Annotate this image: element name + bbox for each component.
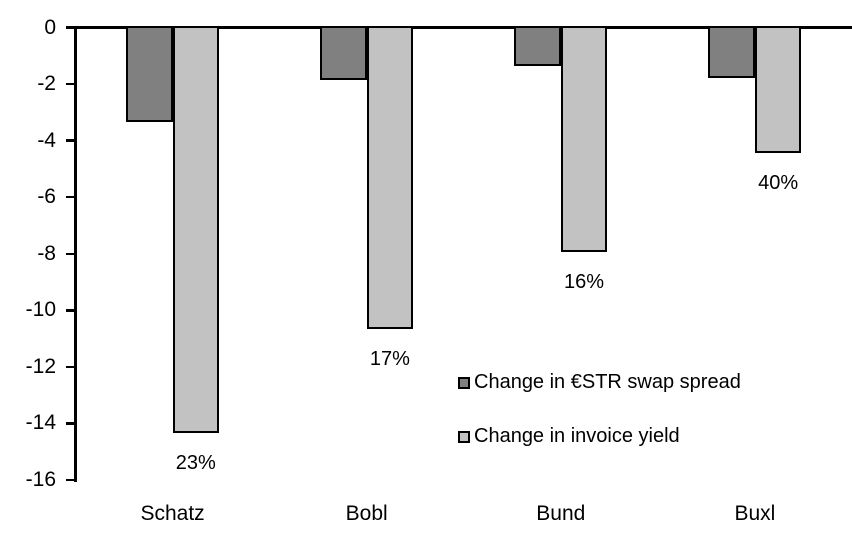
y-axis-line — [74, 26, 77, 482]
y-tick-mark — [65, 365, 76, 369]
y-tick-mark — [65, 195, 76, 199]
y-tick-label: -6 — [37, 185, 56, 209]
x-axis-label-schatz: Schatz — [140, 502, 205, 525]
y-tick-label: -12 — [25, 354, 56, 378]
data-label-buxl: 40% — [758, 172, 799, 195]
data-label-bund: 16% — [564, 271, 605, 294]
y-tick-mark — [65, 478, 76, 482]
legend-swatch-icon — [458, 376, 470, 389]
bar-bobl-series-2 — [366, 26, 414, 329]
bar-schatz-series-1 — [126, 26, 173, 123]
x-axis-label-bobl: Bobl — [345, 502, 388, 525]
y-tick-mark — [65, 309, 76, 312]
legend-label: Change in €STR swap spread — [474, 371, 741, 393]
bar-bobl-series-1 — [320, 26, 367, 80]
y-tick-mark — [65, 252, 76, 255]
y-tick-mark — [65, 26, 76, 29]
y-tick-mark — [65, 82, 76, 86]
y-tick-label: 0 — [44, 15, 56, 39]
legend-swatch-icon — [458, 430, 470, 443]
y-tick-mark — [65, 139, 76, 142]
bar-bund-series-2 — [560, 26, 608, 253]
y-tick-label: -16 — [25, 468, 56, 491]
data-label-bobl: 17% — [369, 347, 410, 370]
y-tick-label: -4 — [37, 128, 56, 152]
x-axis-label-buxl: Buxl — [734, 502, 776, 525]
bar-buxl-series-2 — [754, 26, 802, 154]
y-tick-label: -10 — [25, 298, 56, 322]
bar-bund-series-1 — [514, 26, 561, 66]
legend: Change in €STR swap spread Change in invo… — [458, 371, 741, 448]
legend-item-change-in-invoice-yield: Change in invoice yield — [458, 425, 741, 448]
legend-item-change-in-str-swap-spread: Change in €STR swap spread — [458, 371, 741, 394]
legend-label: Change in invoice yield — [474, 425, 680, 447]
bar-buxl-series-1 — [708, 26, 755, 79]
zero-gridline — [65, 26, 852, 29]
y-tick-label: -8 — [37, 241, 56, 265]
y-tick-mark — [65, 422, 76, 425]
x-axis-label-bund: Bund — [536, 502, 586, 525]
y-tick-label: -14 — [25, 411, 56, 435]
y-tick-label: -2 — [37, 72, 56, 96]
data-label-schatz: 23% — [175, 452, 216, 475]
bar-schatz-series-2 — [172, 26, 220, 434]
